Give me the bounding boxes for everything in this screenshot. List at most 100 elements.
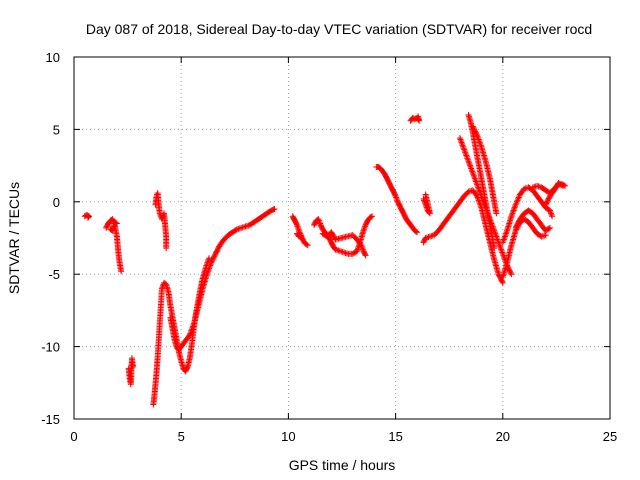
data-point: [498, 246, 505, 253]
data-point: [474, 132, 481, 139]
data-point: [558, 182, 565, 189]
data-point: [503, 229, 510, 236]
y-tick-label: -10: [41, 340, 60, 355]
data-point: [118, 268, 125, 275]
data-point: [463, 153, 470, 160]
data-point: [457, 137, 464, 144]
series-arc-8: [289, 213, 311, 249]
data-point: [422, 191, 429, 198]
data-point: [471, 174, 478, 181]
y-axis-label: SDTVAR / TECUs: [6, 182, 22, 294]
data-point: [547, 208, 554, 215]
data-point: [188, 326, 195, 333]
data-point: [187, 330, 194, 337]
data-point: [293, 221, 300, 228]
data-point: [474, 133, 481, 140]
data-point: [394, 197, 401, 204]
data-point: [473, 178, 479, 185]
data-point: [502, 232, 509, 239]
data-point: [503, 230, 510, 237]
series-arc-18: [469, 123, 500, 217]
data-point: [187, 329, 194, 336]
series-arc-7: [167, 206, 278, 353]
data-point: [515, 195, 522, 202]
data-point: [460, 145, 467, 152]
data-point: [470, 172, 477, 179]
data-point: [513, 200, 520, 207]
data-point: [464, 155, 471, 162]
data-point: [188, 327, 195, 334]
data-point: [501, 235, 508, 241]
data-point: [499, 239, 506, 246]
data-point: [295, 226, 302, 233]
data-point: [458, 139, 465, 146]
data-point: [360, 226, 367, 233]
data-point: [511, 206, 518, 213]
data-point: [466, 161, 473, 168]
data-point: [207, 262, 214, 269]
plot-area-frame: [73, 56, 611, 420]
data-point: [514, 197, 521, 204]
data-point: [548, 211, 555, 218]
data-point: [474, 181, 481, 188]
data-point: [475, 136, 482, 143]
series-arc-9: [293, 230, 305, 240]
data-point: [460, 143, 467, 150]
data-point: [515, 194, 522, 201]
data-point: [163, 245, 170, 252]
series-arc-19: [499, 216, 549, 281]
data-point: [128, 355, 135, 362]
data-points: [81, 111, 568, 408]
data-point: [203, 271, 210, 278]
series-arc-14: [420, 191, 433, 217]
data-point: [497, 245, 504, 252]
data-point: [496, 242, 503, 249]
data-point: [204, 269, 211, 276]
data-point: [467, 162, 474, 169]
data-point: [508, 213, 515, 220]
data-point: [206, 255, 213, 262]
data-point: [359, 246, 366, 253]
series-arc-17: [465, 111, 498, 252]
data-point: [303, 241, 310, 248]
y-tick-label: 10: [46, 50, 60, 65]
x-tick-label: 5: [178, 429, 185, 444]
data-point: [295, 224, 302, 231]
data-point: [500, 237, 507, 244]
data-point: [472, 177, 479, 184]
series-arc-15: [420, 187, 506, 286]
x-tick-label: 20: [496, 429, 510, 444]
data-point: [186, 332, 193, 339]
data-point: [113, 220, 120, 227]
data-point: [393, 194, 400, 201]
data-point: [471, 175, 478, 182]
series-arc-10: [311, 213, 376, 257]
data-point: [84, 214, 91, 221]
data-point: [189, 323, 196, 330]
data-point: [207, 261, 214, 268]
data-point: [297, 232, 304, 239]
data-point: [500, 236, 507, 243]
data-point: [477, 142, 484, 149]
data-point: [293, 220, 300, 227]
data-point: [470, 171, 477, 178]
chart-title: Day 087 of 2018, Sidereal Day-to-day VTE…: [86, 21, 592, 37]
data-point: [462, 151, 469, 158]
data-point: [464, 156, 471, 163]
data-point: [508, 211, 515, 218]
y-tick-label: 0: [53, 195, 60, 210]
data-point: [362, 251, 369, 258]
data-point: [473, 179, 480, 186]
data-point: [511, 204, 518, 211]
series-arc-6: [152, 190, 170, 252]
data-point: [498, 248, 505, 255]
data-point: [513, 198, 520, 205]
series-arc-23: [542, 179, 566, 208]
data-point: [476, 137, 483, 144]
data-point: [86, 213, 93, 220]
data-point: [190, 321, 197, 328]
data-point: [361, 224, 368, 231]
data-point: [184, 364, 191, 371]
data-point: [354, 248, 361, 255]
data-point: [463, 152, 470, 159]
